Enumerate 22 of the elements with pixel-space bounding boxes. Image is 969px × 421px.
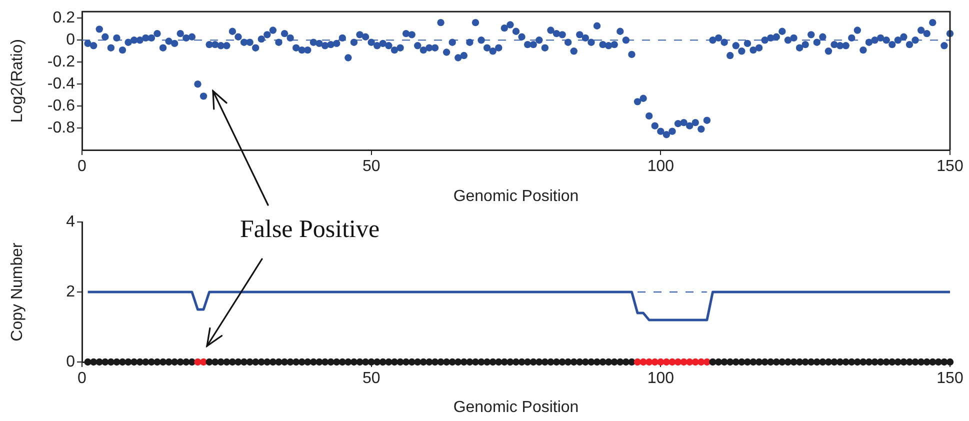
x-tick-label: 50: [362, 370, 380, 388]
y-axis-title: Log2(Ratio): [9, 38, 26, 123]
y-tick-label: 0.2: [52, 10, 76, 27]
y-tick-label: -0.2: [47, 54, 76, 71]
x-axis-title: Genomic Position: [453, 188, 579, 205]
y-axis-title: Copy Number: [9, 242, 26, 342]
x-tick-label: 0: [78, 158, 87, 176]
y-tick-label: -0.4: [47, 76, 76, 92]
x-tick-label: 100: [647, 370, 674, 388]
y-tick-label: -0.8: [47, 119, 76, 136]
y-tick-label: 2: [66, 283, 76, 300]
annotation: False Positive: [240, 216, 380, 244]
y-tick-label: 0: [66, 32, 76, 49]
x-tick-label: 50: [362, 158, 380, 176]
x-axis-title: Genomic Position: [453, 398, 579, 416]
x-tick-label: 150: [936, 158, 964, 176]
x-tick-label: 100: [647, 158, 674, 176]
x-tick-label: 150: [936, 370, 964, 388]
x-tick-label: 0: [78, 370, 87, 388]
y-tick-label: -0.6: [47, 97, 76, 114]
y-tick-label: 0: [66, 353, 76, 370]
y-tick-label: 4: [66, 213, 76, 230]
